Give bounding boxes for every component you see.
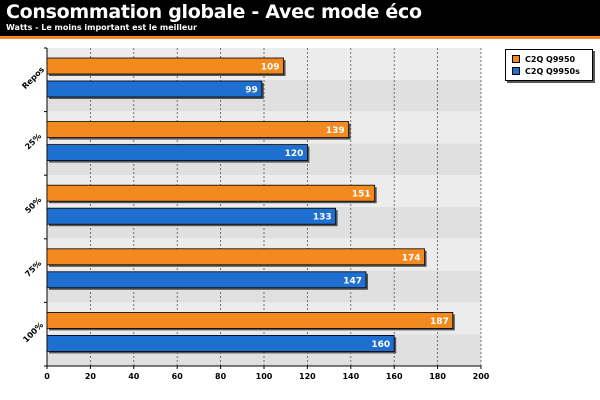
bar-value-label: 174 <box>402 253 421 263</box>
legend-item-c2q-q9950s: C2Q Q9950s <box>512 66 580 76</box>
category-label: 75% <box>23 259 43 279</box>
bar <box>46 144 308 162</box>
bar <box>46 184 376 202</box>
legend-label: C2Q Q9950 <box>525 54 576 64</box>
legend-swatch-blue <box>512 67 520 75</box>
bar <box>46 311 454 329</box>
x-tick-label: 20 <box>85 372 97 381</box>
bar <box>46 121 350 138</box>
bar-value-label: 109 <box>261 63 280 73</box>
bar <box>46 207 337 225</box>
category-label: 100% <box>21 321 45 345</box>
category-label: Repos <box>20 65 46 91</box>
bar-value-label: 151 <box>352 190 371 200</box>
bar-value-label: 133 <box>313 213 332 223</box>
x-tick-label: 0 <box>44 372 50 381</box>
x-tick-label: 80 <box>215 372 227 381</box>
legend-item-c2q-q9950: C2Q Q9950 <box>512 54 575 64</box>
bar <box>46 57 284 75</box>
x-tick-label: 40 <box>128 372 140 381</box>
x-tick-label: 200 <box>473 372 490 381</box>
x-tick-label: 180 <box>429 372 446 381</box>
legend-swatch-orange <box>512 55 520 63</box>
category-label: 50% <box>23 195 43 215</box>
bar <box>46 248 425 266</box>
x-tick-label: 120 <box>299 372 316 381</box>
bar-value-label: 147 <box>343 276 362 286</box>
x-tick-label: 60 <box>172 372 184 381</box>
bar-value-label: 139 <box>326 126 345 136</box>
category-label: 25% <box>23 132 43 152</box>
bar-value-label: 160 <box>371 340 390 350</box>
x-tick-label: 140 <box>342 372 359 381</box>
x-tick-label: 100 <box>256 372 273 381</box>
bar-value-label: 99 <box>245 86 258 96</box>
chart-subtitle: Watts - Le moins important est le meille… <box>6 23 197 32</box>
bar-value-label: 120 <box>285 149 304 159</box>
bar <box>46 271 367 289</box>
x-tick-label: 160 <box>386 372 403 381</box>
bar-value-label: 187 <box>430 317 449 327</box>
bar <box>46 80 263 98</box>
chart-legend: C2Q Q9950 C2Q Q9950s <box>505 49 593 81</box>
bar <box>46 334 395 352</box>
chart-title: Consommation globale - Avec mode éco <box>6 1 422 23</box>
chart-header: Consommation globale - Avec mode éco Wat… <box>0 0 600 39</box>
legend-label: C2Q Q9950s <box>525 66 580 76</box>
